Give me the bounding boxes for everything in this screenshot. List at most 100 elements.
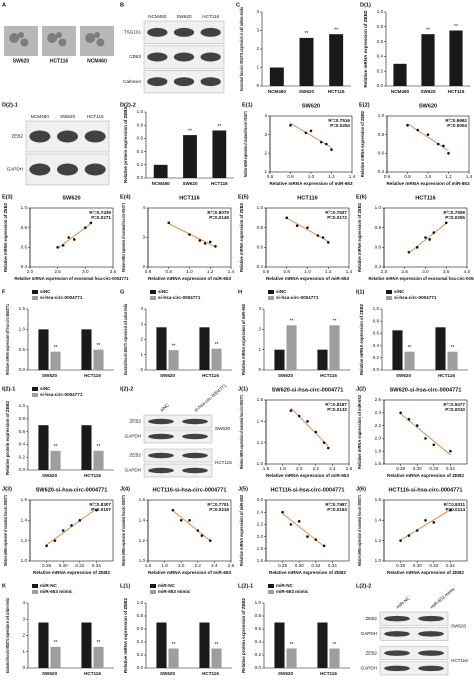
chart-title: SW620-si-hsa-circ-0004771 <box>272 387 344 393</box>
legend-swatch <box>32 387 38 391</box>
y-tick-label: 2.2 <box>257 522 264 527</box>
blot-band <box>147 52 168 62</box>
bar <box>274 349 285 370</box>
p-value: P=0.0148 <box>209 215 229 220</box>
chart-title: SW620 <box>62 195 80 201</box>
y-tick-label: 0.8 <box>255 613 262 618</box>
y-tick-label: 1.2 <box>21 538 28 543</box>
blot-strip <box>143 414 213 429</box>
blot-column-label: HCT116 <box>202 14 219 19</box>
x-tick-label: 1.2 <box>445 174 452 179</box>
panel-label: H <box>238 289 242 295</box>
legend-label: si-hsa-circ-0004771 <box>40 392 83 397</box>
y-tick-label: 0.2 <box>373 355 380 360</box>
x-tick-label: 2.6 <box>228 563 235 568</box>
blot-band <box>147 27 168 37</box>
y-tick-label: 4 <box>256 9 259 14</box>
y-axis-label: Relative mRNA expression of miR-653 <box>239 495 244 566</box>
y-tick-label: 1.6 <box>257 397 264 402</box>
significance-label: ** <box>217 124 221 130</box>
panel-label: J(1) <box>238 386 248 392</box>
x-axis-label: Relative mRNA expression of ZEB2 <box>387 473 464 478</box>
legend-label: siNC <box>40 289 51 294</box>
data-point <box>449 449 452 453</box>
blot-band <box>29 130 51 143</box>
y-tick-label: 3 <box>22 616 25 621</box>
data-point <box>424 236 427 239</box>
data-point <box>285 216 289 220</box>
y-tick-label: 3 <box>264 132 267 137</box>
bar <box>286 648 297 668</box>
y-axis-label: Relative mRNA expression of exosomal hsa… <box>3 495 8 566</box>
blot-strip <box>379 627 449 641</box>
bar <box>449 30 463 86</box>
x-tick-label: 1.0 <box>186 269 193 274</box>
bar <box>38 425 49 470</box>
significance-label: ** <box>188 128 192 134</box>
x-tick-label: 1.4 <box>466 174 473 179</box>
blot-column-label: SW620 <box>60 114 76 119</box>
data-point <box>84 226 87 229</box>
x-tick-label: 3.5 <box>443 269 450 274</box>
y-tick-label: 0.8 <box>21 225 28 230</box>
bar <box>317 349 328 370</box>
y-tick-label: 0.2 <box>255 652 262 657</box>
x-tick-label: 0.6 <box>145 269 152 274</box>
bar <box>286 325 297 370</box>
x-axis-label: Relative mRNA expression of exosomal hsa… <box>15 276 129 281</box>
data-point <box>407 417 411 421</box>
data-point <box>95 508 98 512</box>
y-tick-label: 2.4 <box>257 509 264 514</box>
blot-band <box>418 650 444 656</box>
x-tick-label: 2.2 <box>195 563 202 568</box>
blot-band <box>84 130 106 143</box>
x-axis-label: Relative mRNA expression of miR-653 <box>266 276 350 281</box>
data-point <box>319 140 323 144</box>
bar <box>50 351 61 370</box>
data-point <box>449 508 452 512</box>
vesicle <box>9 33 20 43</box>
r-squared: R²=0.7516 <box>328 118 350 123</box>
y-axis-label: Exosomal hsa-circ-0004771 expression in … <box>239 7 244 91</box>
x-tick-label: HCT116 <box>84 373 101 378</box>
blot-band <box>29 163 51 176</box>
y-axis-label: Relative mRNA expression of hsa-circ-000… <box>5 304 10 375</box>
y-tick-label: 0.0 <box>373 367 380 372</box>
y-tick-label: 0.4 <box>255 639 262 644</box>
panel-label: A <box>2 2 6 8</box>
x-tick-label: SW620 <box>182 181 198 186</box>
data-point <box>306 535 309 538</box>
x-tick-label: 1.2 <box>325 269 332 274</box>
bar <box>81 425 92 470</box>
x-tick-label: 2.4 <box>329 466 336 471</box>
x-tick-label: 2.0 <box>381 269 388 274</box>
y-tick-label: 1 <box>258 347 261 352</box>
y-tick-label: 0.5 <box>19 347 26 352</box>
chart-title: HCT116-si-hsa-circ-0004771 <box>152 487 226 493</box>
blot-band <box>148 433 174 440</box>
significance-label: ** <box>172 344 176 350</box>
y-tick-label: 1.0 <box>21 558 28 563</box>
y-tick-label: 4 <box>140 306 143 311</box>
y-tick-label: 0.6 <box>373 331 380 336</box>
bar <box>156 327 167 370</box>
bar <box>211 348 222 370</box>
bar <box>317 622 328 668</box>
blot-row-label: GAPDH <box>7 167 23 172</box>
x-tick-label: 2.0 <box>178 563 185 568</box>
y-tick-label: 1.0 <box>377 9 384 14</box>
vesicle <box>18 32 24 38</box>
blot-band <box>418 631 444 637</box>
y-tick-label: 0.2 <box>137 162 144 167</box>
bar <box>50 646 61 668</box>
data-point <box>198 239 202 242</box>
x-tick-label: HCT116 <box>84 473 101 478</box>
blot-row-label: ZEB2 <box>12 134 24 139</box>
y-tick-label: 1.6 <box>21 497 28 502</box>
y-tick-label: 0.8 <box>375 225 382 230</box>
panel-label: E(1) <box>242 102 253 108</box>
legend-label: miR-653 mimic <box>40 589 73 594</box>
bar <box>38 622 49 668</box>
blot-band <box>56 130 79 143</box>
y-tick-label: 0.4 <box>19 442 26 447</box>
